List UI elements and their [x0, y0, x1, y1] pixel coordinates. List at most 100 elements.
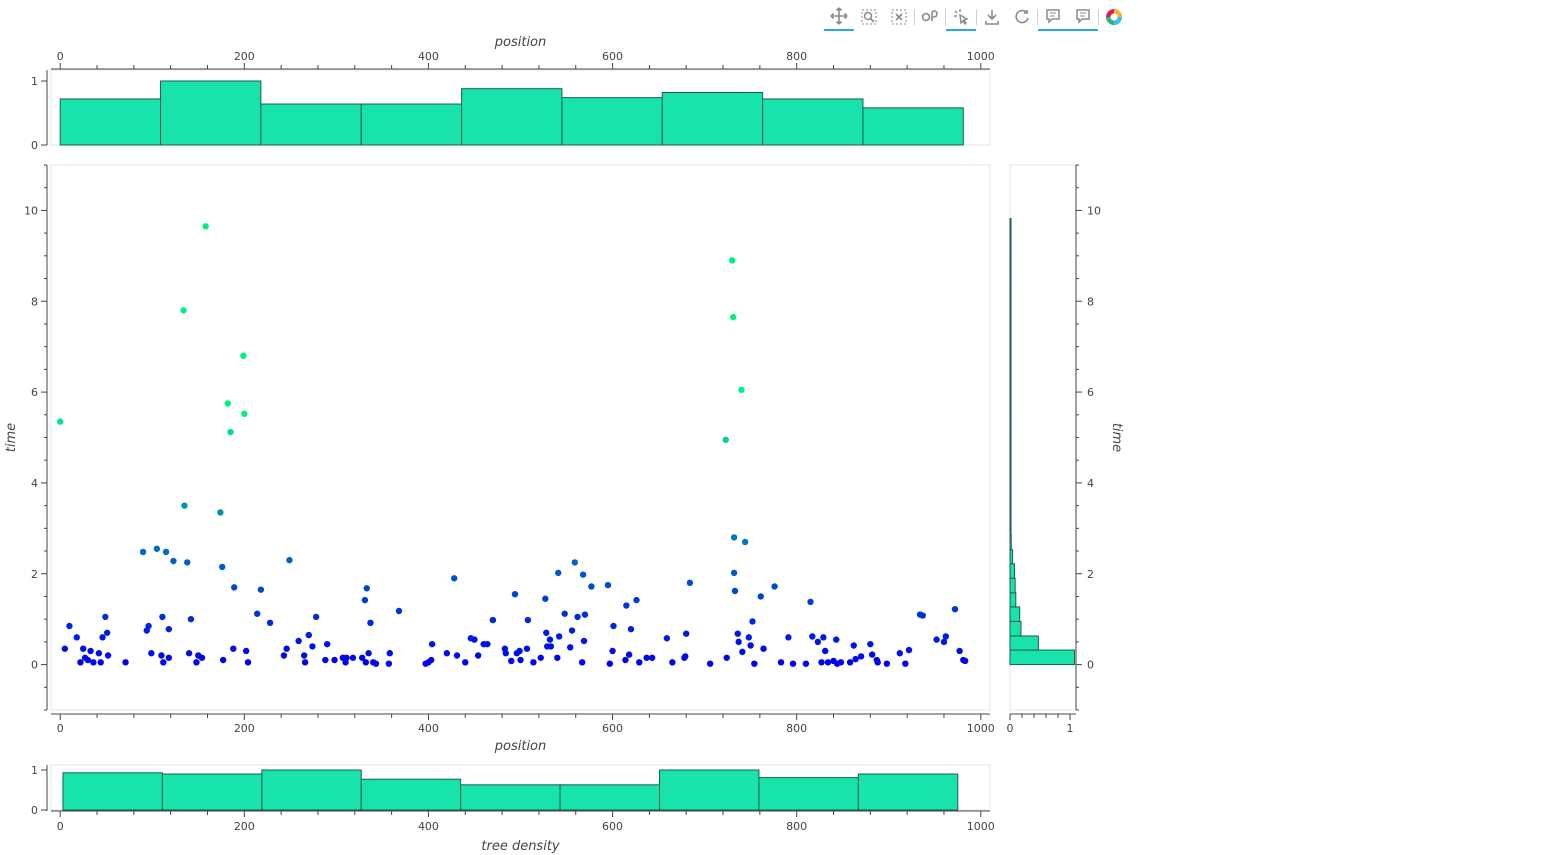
- histogram-bar: [1009, 577, 1016, 594]
- histogram-bar: [1009, 261, 1012, 277]
- histogram-bar: [1009, 491, 1012, 508]
- scatter-point: [530, 659, 537, 666]
- scatter-point: [682, 653, 689, 660]
- bokeh-logo-button[interactable]: [1099, 3, 1129, 31]
- main-y-tick-label: 6: [31, 386, 38, 399]
- scatter-point: [358, 654, 366, 661]
- scatter-point: [902, 660, 909, 667]
- hover-tool-2-button[interactable]: [1068, 3, 1098, 31]
- scatter-point: [300, 652, 308, 659]
- scatter-point: [524, 616, 532, 624]
- scatter-point: [148, 650, 155, 657]
- histogram-bar: [360, 103, 463, 146]
- histogram-bar: [659, 769, 760, 811]
- scatter-point: [940, 638, 948, 646]
- main-x-tick-label: 800: [786, 722, 807, 735]
- scatter-point: [95, 650, 103, 657]
- scatter-point: [738, 386, 745, 394]
- right-y-tick-label: 0: [1087, 659, 1094, 672]
- histogram-bar: [1009, 376, 1012, 392]
- histogram-bar: [561, 97, 663, 146]
- scatter-point: [443, 650, 451, 657]
- box-select-button[interactable]: [884, 3, 914, 31]
- box-zoom-button[interactable]: [854, 3, 884, 31]
- scatter-point: [193, 659, 200, 666]
- scatter-point: [295, 637, 302, 645]
- histogram-bar: [1009, 318, 1012, 335]
- right-y-tick-label: 10: [1087, 204, 1101, 217]
- scatter-point: [187, 615, 195, 623]
- main-y-tick-label: 8: [31, 295, 38, 308]
- scatter-frame: [50, 164, 991, 711]
- histogram-bar: [62, 772, 163, 811]
- reset-icon: [1015, 9, 1029, 24]
- scatter-point: [785, 634, 792, 641]
- main-y-tick-label: 10: [24, 204, 38, 217]
- save-button[interactable]: [977, 3, 1007, 31]
- scatter-point: [627, 625, 635, 633]
- scatter-point: [283, 645, 290, 652]
- histogram-bar: [758, 777, 859, 811]
- scatter-point: [266, 619, 274, 626]
- scatter-point: [224, 400, 231, 407]
- scatter-point: [730, 534, 738, 541]
- pan-tool-button[interactable]: [824, 3, 854, 31]
- scatter-point: [87, 647, 94, 655]
- reset-button[interactable]: [1007, 3, 1037, 31]
- scatter-point: [722, 436, 729, 443]
- scatter-point: [820, 634, 827, 641]
- scatter-point: [777, 659, 785, 666]
- scatter-point: [367, 619, 374, 626]
- histogram-bar: [1009, 275, 1012, 292]
- histogram-bar: [1009, 290, 1012, 306]
- histogram-bar: [1009, 506, 1012, 522]
- scatter-point: [543, 629, 550, 636]
- hover-tool-icon: [1046, 9, 1060, 24]
- top-x-tick-label: 600: [602, 50, 623, 63]
- scatter-point: [180, 307, 187, 314]
- scatter-point: [365, 650, 372, 657]
- scatter-point: [942, 633, 950, 640]
- scatter-point: [219, 656, 227, 664]
- scatter-point: [181, 502, 188, 509]
- scatter-point: [219, 563, 226, 571]
- scatter-point: [574, 613, 581, 621]
- scatter-point: [609, 647, 616, 655]
- top-x-axis-title: position: [494, 35, 547, 50]
- scatter-point: [230, 584, 238, 591]
- scatter-point: [643, 654, 650, 661]
- histogram-bar: [857, 773, 959, 811]
- histogram-bar: [1009, 649, 1076, 666]
- histogram-bar: [1009, 549, 1014, 565]
- scatter-point: [833, 636, 840, 643]
- scatter-point: [807, 598, 814, 606]
- scatter-point: [814, 638, 822, 646]
- save-icon: [985, 10, 999, 25]
- scatter-point: [428, 640, 436, 648]
- scatter-point: [555, 569, 562, 577]
- scatter-point: [57, 418, 64, 425]
- histogram-bar: [1009, 232, 1012, 249]
- scatter-point: [343, 654, 350, 661]
- scatter-point: [523, 645, 531, 652]
- scatter-point: [254, 610, 261, 617]
- scatter-point: [474, 652, 482, 659]
- right-x-tick-label: 1: [1067, 722, 1074, 735]
- histogram-bar: [661, 92, 764, 146]
- histogram-bar: [1009, 405, 1012, 421]
- scatter-point: [103, 629, 111, 636]
- scatter-point: [286, 556, 293, 564]
- hover-tool-button[interactable]: [1038, 3, 1068, 31]
- lasso-select-button[interactable]: [915, 3, 945, 31]
- histogram-bar: [160, 80, 262, 146]
- scatter-point: [669, 659, 676, 666]
- scatter-point: [623, 602, 630, 609]
- scatter-point: [686, 579, 694, 587]
- tap-tool-button[interactable]: [946, 3, 976, 31]
- main-y-tick-label: 0: [31, 659, 38, 672]
- scatter-point: [80, 645, 87, 652]
- scatter-point: [516, 647, 523, 655]
- right-y-tick-label: 8: [1087, 295, 1094, 308]
- main-y-tick-label: 2: [31, 568, 38, 581]
- bottom-x-axis-title: tree density: [481, 839, 560, 854]
